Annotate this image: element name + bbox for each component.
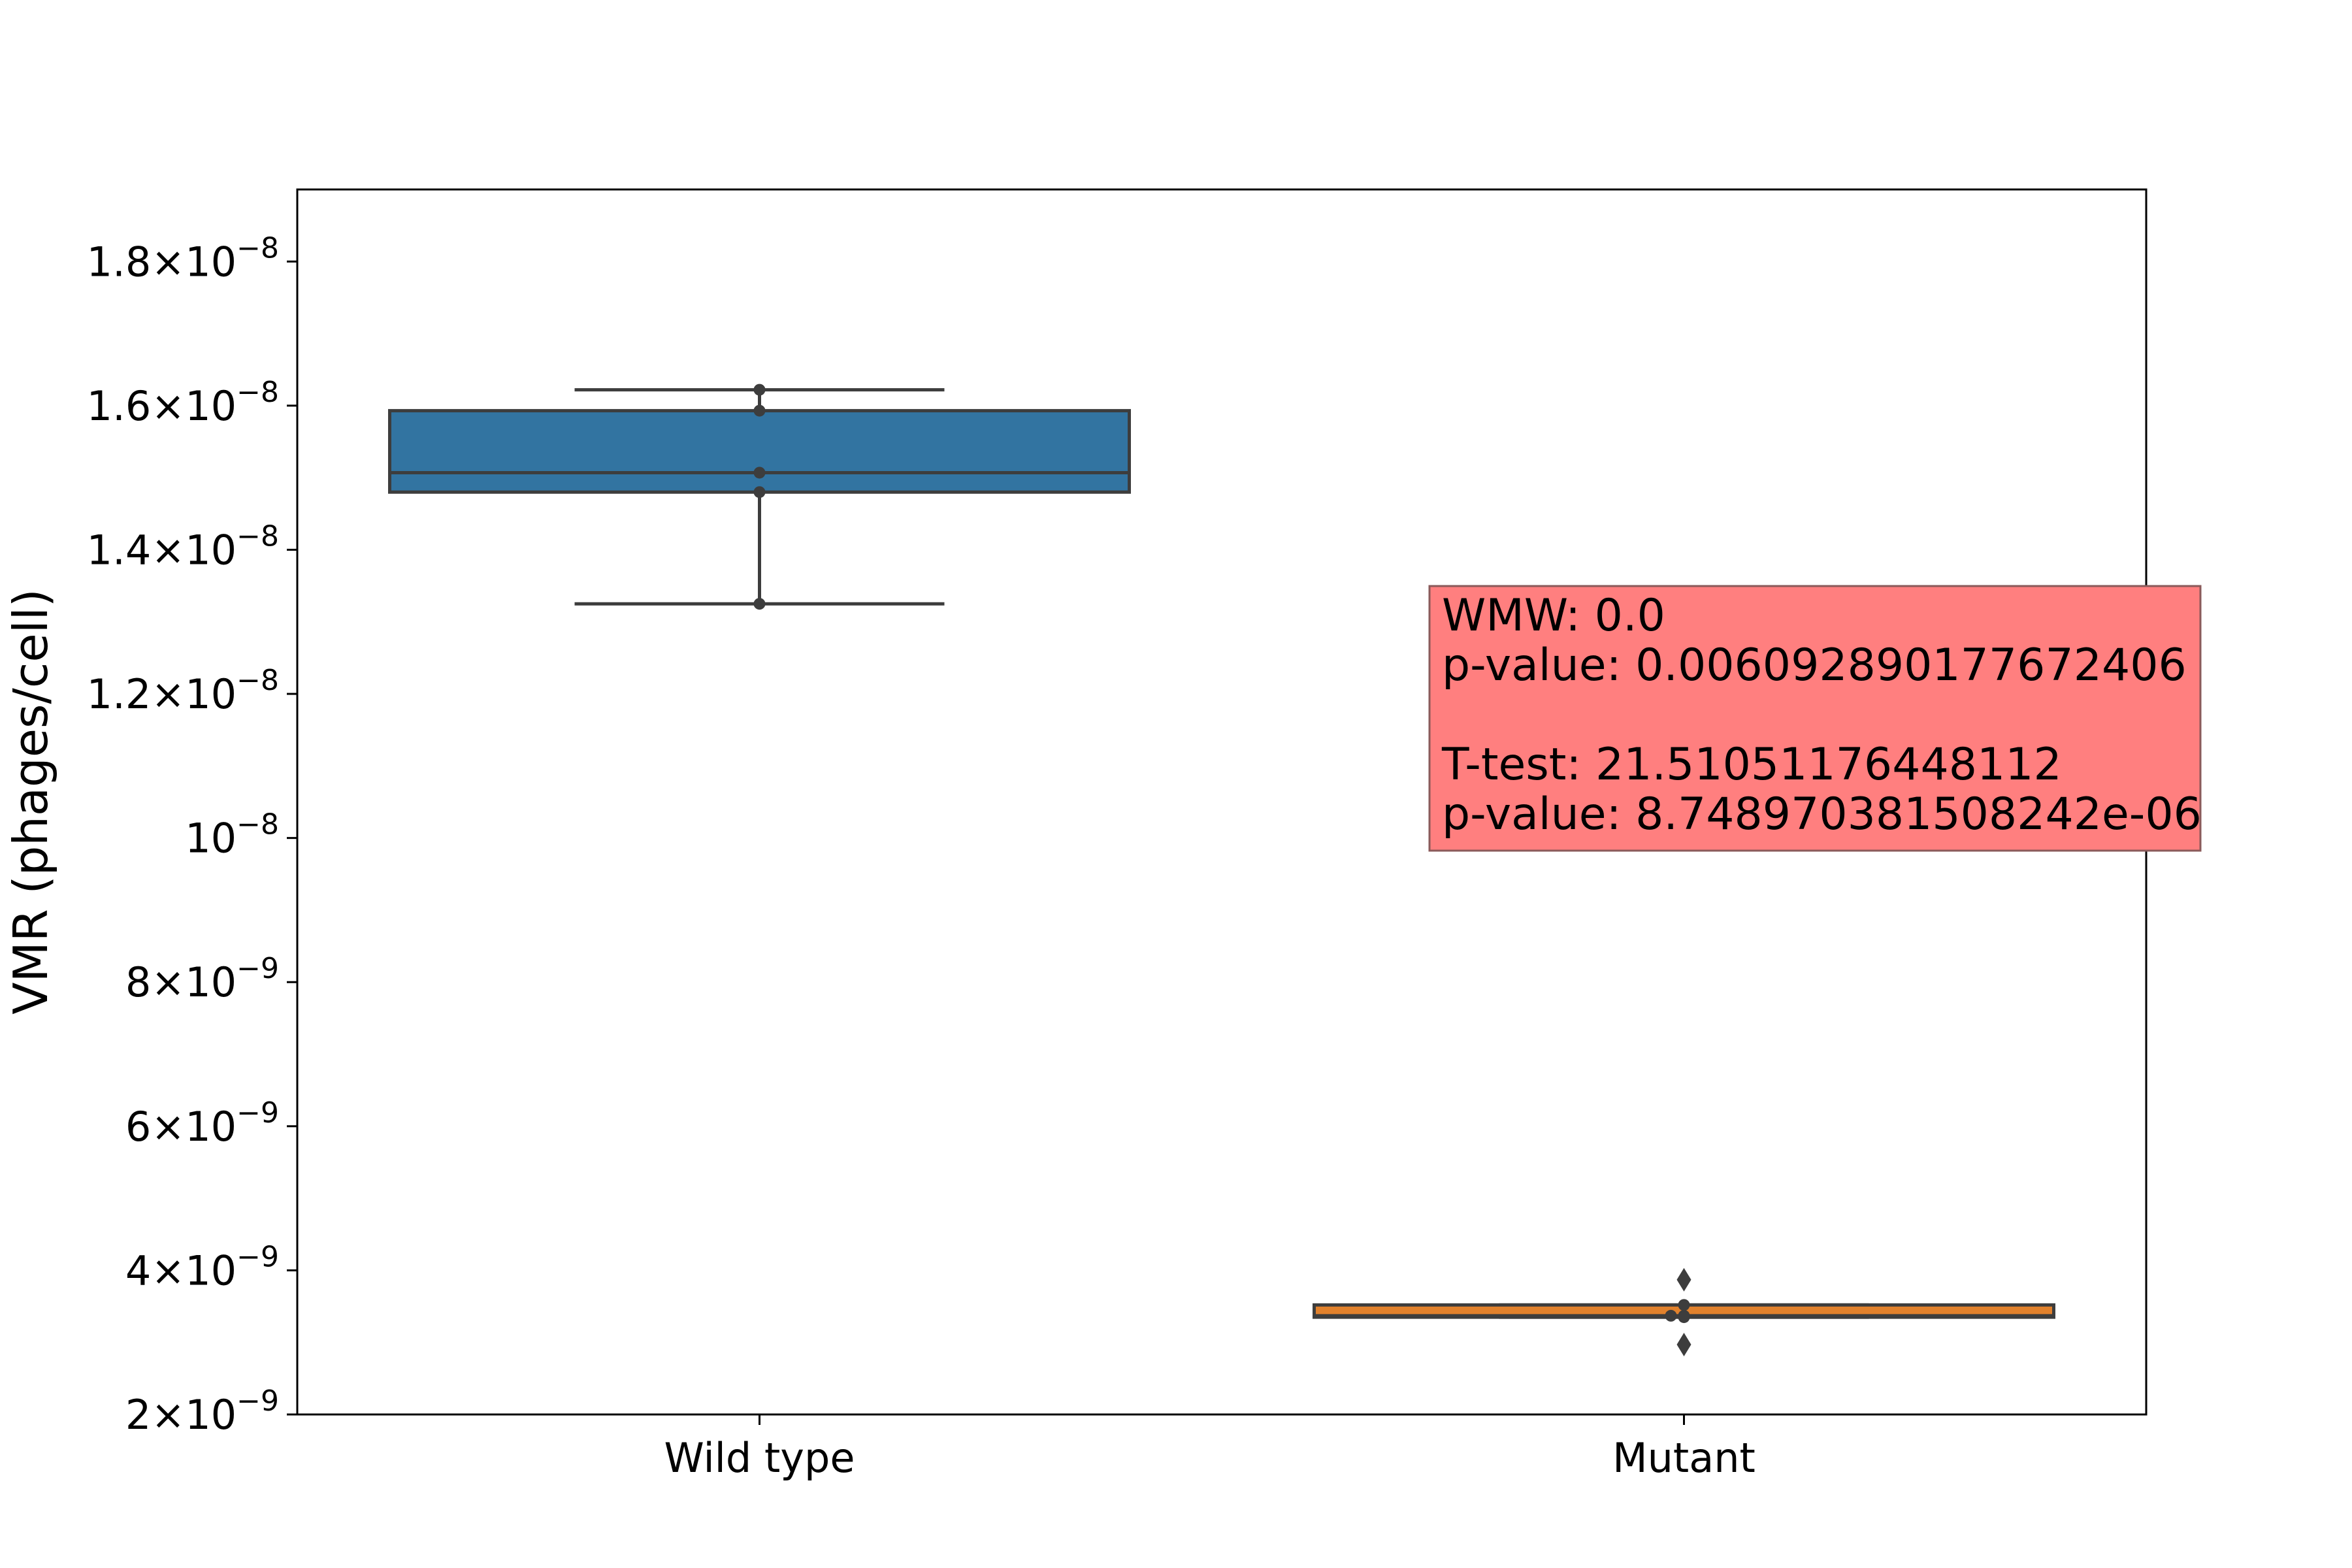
- y-axis: 1.8×10−8 1.6×10−8 1.4×10−8 1.2×10−8 10−8 8×10…: [87, 231, 297, 1439]
- y-tick-label: 1.2×10−8: [87, 664, 279, 718]
- y-axis-title: VMR (phages/cell): [3, 589, 58, 1015]
- box-group: [1313, 1267, 2055, 1357]
- outlier-point: [1676, 1267, 1691, 1292]
- annotation-line: T-test: 21.51051176448112: [1441, 739, 2062, 791]
- x-tick-label: Mutant: [1612, 1434, 1756, 1482]
- y-tick-label: 1.8×10−8: [87, 231, 279, 286]
- data-point: [753, 486, 766, 498]
- plot-area: [388, 384, 2055, 1357]
- y-tick-label: 1.4×10−8: [87, 519, 279, 574]
- data-point: [1678, 1299, 1690, 1311]
- box-group: [388, 384, 1131, 610]
- data-point: [1665, 1309, 1677, 1322]
- y-tick-label: 8×10−9: [125, 952, 279, 1006]
- y-tick-label: 4×10−9: [125, 1240, 279, 1294]
- x-tick-label: Wild type: [664, 1434, 855, 1482]
- annotation-box: [1428, 585, 2202, 852]
- data-point: [753, 384, 766, 396]
- stats-annotation: WMW: 0.0p-value: 0.006092890177672406 T-t…: [1428, 585, 2202, 852]
- data-point: [753, 598, 766, 610]
- y-tick-label: 1.6×10−8: [87, 376, 279, 430]
- annotation-line: WMW: 0.0: [1442, 590, 1665, 642]
- data-point: [1678, 1311, 1690, 1324]
- data-point: [753, 404, 766, 417]
- y-tick-label: 6×10−9: [125, 1096, 279, 1151]
- y-tick-label: 10−8: [185, 808, 279, 862]
- x-axis: Wild type Mutant: [664, 1414, 1756, 1482]
- annotation-line: p-value: 0.006092890177672406: [1442, 640, 2187, 691]
- outlier-point: [1676, 1333, 1691, 1357]
- box-iqr: [388, 409, 1131, 494]
- y-tick-label: 2×10−9: [125, 1384, 279, 1439]
- annotation-line: p-value: 8.748970381508242e-06: [1442, 789, 2202, 840]
- data-point: [753, 466, 766, 479]
